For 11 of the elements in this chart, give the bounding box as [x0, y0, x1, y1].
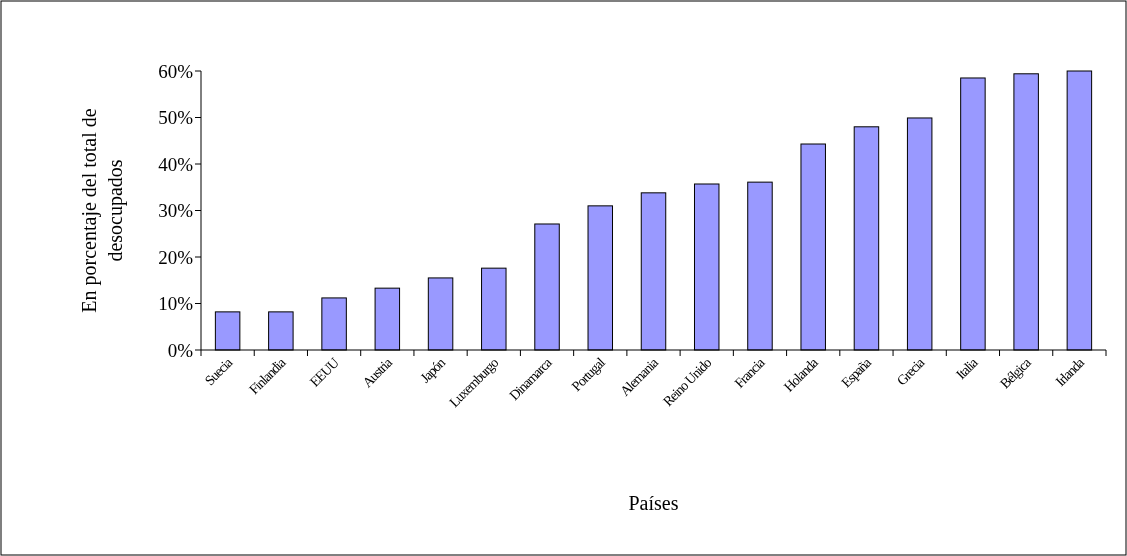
y-tick-label: 60%	[158, 60, 194, 82]
y-tick-label: 50%	[158, 107, 194, 129]
y-tick-label: 0%	[167, 339, 194, 361]
y-axis-title: En porcentaje del total de desocupados	[78, 108, 127, 313]
y-tick-label: 20%	[158, 246, 194, 268]
x-tick-label: Italia	[953, 354, 982, 383]
y-tick-label: 40%	[158, 153, 194, 175]
y-tick-label: 10%	[158, 293, 194, 315]
x-axis-title: Países	[628, 492, 679, 514]
x-tick-label: Japón	[417, 354, 449, 386]
y-tick-label: 30%	[158, 200, 194, 222]
